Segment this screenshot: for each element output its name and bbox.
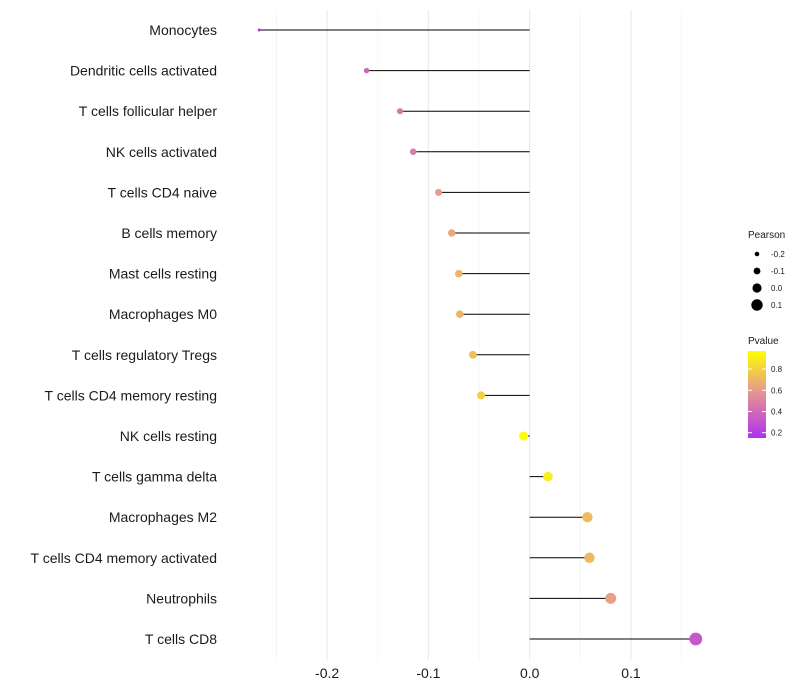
category-label: Mast cells resting (109, 266, 217, 282)
x-tick-label: 0.0 (520, 665, 540, 681)
data-point (477, 391, 486, 400)
data-point (409, 148, 417, 156)
size-legend-label: -0.2 (771, 250, 785, 259)
category-label: Dendritic cells activated (70, 63, 217, 79)
category-label: T cells CD4 memory activated (31, 550, 217, 566)
data-point (519, 431, 529, 441)
size-legend: Pearson -0.2 -0.1 0.0 0.1 (748, 230, 785, 311)
size-legend-dot (752, 283, 762, 293)
category-label: NK cells activated (106, 144, 217, 160)
size-legend-dot (751, 299, 763, 311)
size-legend-dot (753, 267, 761, 275)
data-point (605, 592, 617, 604)
data-point (257, 28, 261, 32)
data-point (396, 108, 404, 115)
category-label: B cells memory (121, 225, 217, 241)
category-label: Monocytes (149, 22, 217, 38)
color-legend-label: 0.4 (771, 407, 783, 416)
data-point (434, 188, 443, 196)
category-label: Macrophages M0 (109, 306, 217, 322)
size-legend-title: Pearson (748, 230, 785, 241)
color-bar (748, 351, 766, 438)
data-point (456, 310, 464, 318)
category-label: T cells CD4 memory resting (45, 387, 217, 403)
category-label: NK cells resting (120, 428, 217, 444)
data-point (469, 350, 477, 359)
data-point (543, 471, 553, 482)
color-legend-label: 0.6 (771, 386, 783, 395)
color-legend: Pvalue 0.2 0.4 0.6 0.8 (748, 336, 783, 438)
category-label: Neutrophils (146, 590, 217, 606)
stems-layer (259, 29, 696, 640)
size-legend-label: -0.1 (771, 267, 785, 276)
size-legend-label: 0.1 (771, 301, 783, 310)
category-label: T cells gamma delta (92, 469, 217, 485)
color-legend-label: 0.2 (771, 429, 783, 438)
x-tick-label: 0.1 (621, 665, 641, 681)
x-tick-label: -0.2 (315, 665, 339, 681)
data-point (447, 229, 456, 237)
category-label: T cells regulatory Tregs (72, 347, 217, 363)
grid-layer (276, 10, 683, 660)
data-point (363, 67, 370, 74)
x-tick-label: -0.1 (416, 665, 440, 681)
category-label: T cells CD8 (145, 631, 217, 647)
category-label: T cells follicular helper (79, 103, 218, 119)
data-point (582, 511, 593, 523)
data-point (584, 552, 595, 564)
size-legend-dot (754, 251, 760, 257)
data-point (455, 269, 463, 278)
category-label: Macrophages M2 (109, 509, 217, 525)
data-point (689, 632, 703, 646)
category-label: T cells CD4 naive (108, 184, 218, 200)
x-axis-ticks: -0.2 -0.1 0.0 0.1 (315, 665, 641, 681)
category-labels: Monocytes Dendritic cells activated T cell… (31, 22, 218, 647)
color-legend-title: Pvalue (748, 336, 779, 347)
color-legend-label: 0.8 (771, 365, 783, 374)
size-legend-label: 0.0 (771, 284, 783, 293)
dots-layer (257, 28, 703, 646)
